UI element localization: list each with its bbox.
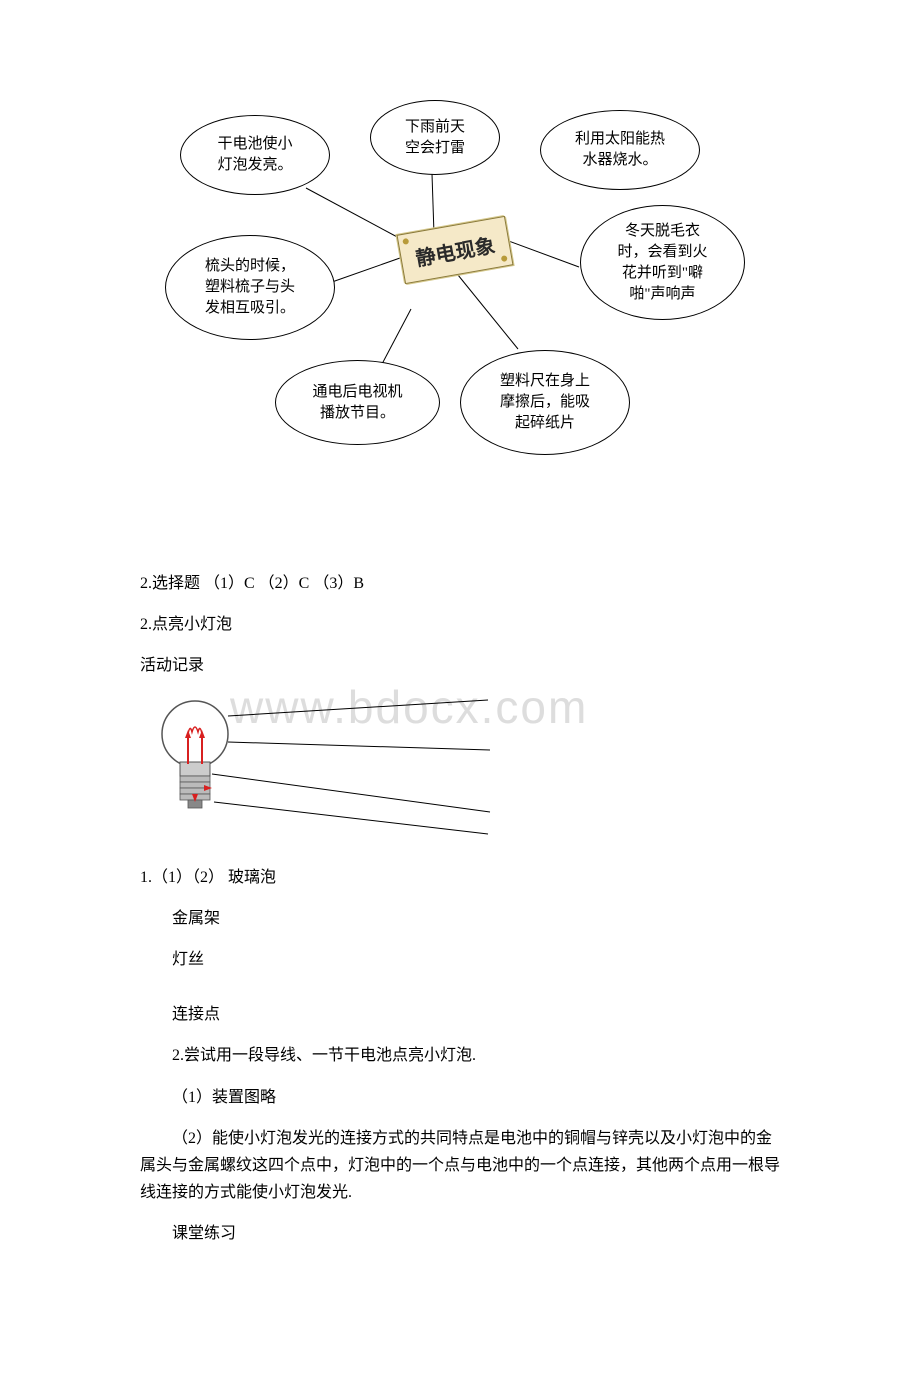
bulb-part-2: 灯丝 [140,946,780,973]
experiment-2-title: 2.尝试用一段导线、一节干电池点亮小灯泡. [140,1042,780,1069]
diagram-node-6: 通电后电视机 播放节目。 [275,360,440,445]
experiment-2-item-2: （2）能使小灯泡发光的连接方式的共同特点是电池中的铜帽与锌壳以及小灯泡中的金属头… [140,1125,780,1207]
diagram-node-1: 干电池使小 灯泡发亮。 [180,115,330,195]
bulb-parts-heading: 1.（1）（2） 玻璃泡 [140,864,780,891]
node-text: 梳头的时候， 塑料梳子与头 发相互吸引。 [205,256,295,319]
node-text: 下雨前天 空会打雷 [405,117,465,159]
activity-label: 活动记录 [140,652,780,679]
node-text: 干电池使小 灯泡发亮。 [217,134,292,176]
center-label-text: 静电现象 [413,229,497,271]
node-text: 通电后电视机 播放节目。 [312,382,402,424]
node-text: 利用太阳能热 水器烧水。 [575,129,665,171]
bulb-part-1: 金属架 [140,905,780,932]
bulb-label-lines [140,694,540,854]
diagram-node-2: 下雨前天 空会打雷 [370,100,500,175]
diagram-node-5: 梳头的时候， 塑料梳子与头 发相互吸引。 [165,235,335,340]
node-text: 冬天脱毛衣 时，会看到火 花并听到"噼 啪"声响声 [617,221,707,305]
experiment-2-item-1: （1）装置图略 [140,1084,780,1111]
document-body: 2.选择题 （1）C （2）C （3）B 2.点亮小灯泡 活动记录 1.（1）（ [0,570,920,1247]
diagram-node-3: 利用太阳能热 水器烧水。 [540,110,700,190]
diagram-node-7: 塑料尺在身上 摩擦后，能吸 起碎纸片 [460,350,630,455]
section-2-title: 2.点亮小灯泡 [140,611,780,638]
node-text: 塑料尺在身上 摩擦后，能吸 起碎纸片 [500,371,590,434]
static-electricity-diagram: 静电现象 干电池使小 灯泡发亮。 下雨前天 空会打雷 利用太阳能热 水器烧水。 … [0,80,920,510]
practice-label: 课堂练习 [140,1220,780,1247]
answers-line: 2.选择题 （1）C （2）C （3）B [140,570,780,597]
bulb-part-3: 连接点 [140,1001,780,1028]
diagram-node-4: 冬天脱毛衣 时，会看到火 花并听到"噼 啪"声响声 [580,205,745,320]
bulb-diagram [140,694,540,854]
